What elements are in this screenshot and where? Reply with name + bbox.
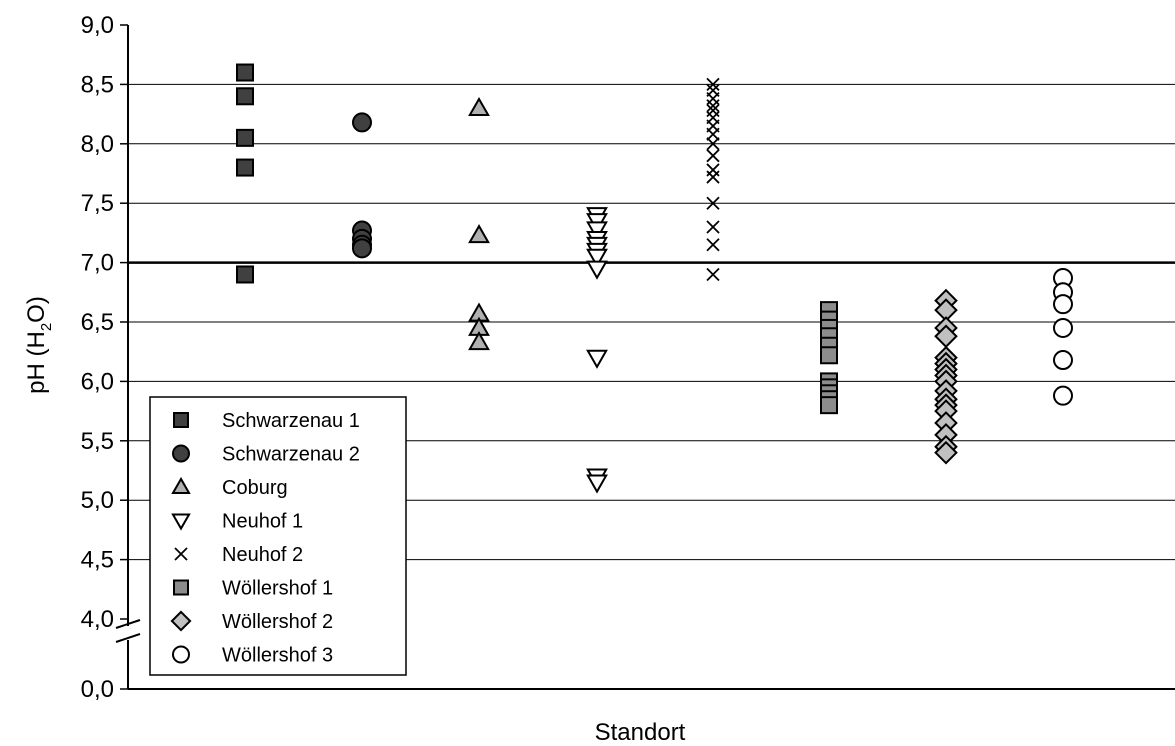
y-axis-label-subscript: 2 <box>38 323 55 331</box>
legend-marker <box>173 412 189 428</box>
data-point <box>236 158 254 177</box>
legend-marker <box>173 579 189 596</box>
data-point <box>468 224 490 244</box>
data-point <box>706 267 720 282</box>
y-tick-label: 4,5 <box>81 547 114 574</box>
y-tick-label: 0,0 <box>81 676 114 703</box>
x-axis-label: Standort <box>595 719 686 746</box>
data-point <box>706 149 720 163</box>
data-point <box>586 349 608 369</box>
legend-label: Wöllershof 1 <box>222 578 333 600</box>
series-4 <box>586 207 608 494</box>
y-tick-label: 6,0 <box>81 368 114 395</box>
y-tick-label: 7,0 <box>81 250 114 277</box>
data-point <box>706 220 720 234</box>
legend: Schwarzenau 1 Schwarzenau 2 Coburg Neuhof 1… <box>149 396 407 676</box>
data-point <box>1053 317 1073 338</box>
legend-marker <box>174 547 188 561</box>
data-point <box>706 127 720 141</box>
y-tick-label: 6,5 <box>81 309 114 336</box>
data-point <box>820 346 838 365</box>
y-axis-label-end: O) <box>23 296 50 323</box>
data-point <box>934 440 958 465</box>
axis-break-mark <box>115 633 141 643</box>
legend-label: Schwarzenau 2 <box>222 444 360 466</box>
y-tick-label: 8,5 <box>81 71 114 98</box>
y-tick-label: 5,0 <box>81 487 114 514</box>
legend-marker <box>171 476 191 495</box>
data-point <box>706 99 720 113</box>
legend-label: Coburg <box>222 477 288 499</box>
axes <box>115 25 1175 690</box>
legend-marker <box>172 645 190 664</box>
legend-label: Neuhof 2 <box>222 544 303 566</box>
y-tick-label: 5,5 <box>81 428 114 455</box>
data-point <box>706 77 720 92</box>
data-points <box>236 63 1073 494</box>
legend-marker <box>171 513 191 531</box>
data-point <box>468 96 490 117</box>
y-tick-label: 7,5 <box>81 190 114 217</box>
series-2 <box>352 112 372 259</box>
y-axis-label-main: pH (H <box>23 331 50 394</box>
data-point <box>1053 350 1073 371</box>
series-1 <box>236 63 254 284</box>
y-tick-label: 9,0 <box>81 12 114 39</box>
legend-label: Schwarzenau 1 <box>222 410 360 432</box>
data-point <box>236 265 254 284</box>
legend-label: Wöllershof 2 <box>222 611 333 633</box>
data-point <box>706 196 720 210</box>
data-point <box>586 474 608 494</box>
data-point <box>236 63 254 82</box>
legend-label: Wöllershof 3 <box>222 645 333 667</box>
series-3 <box>468 96 490 351</box>
series-6 <box>820 301 838 415</box>
y-tick-label: 8,0 <box>81 131 114 158</box>
axis-break-mark <box>115 619 141 629</box>
legend-marker <box>170 610 192 632</box>
data-point <box>352 112 372 133</box>
legend-marker <box>172 444 190 463</box>
data-point <box>586 260 608 280</box>
data-point <box>352 238 372 259</box>
series-5 <box>706 77 720 282</box>
data-point <box>820 396 838 415</box>
y-tick-label: 4,0 <box>81 606 114 633</box>
data-point <box>236 128 254 147</box>
data-point <box>706 137 720 151</box>
data-point <box>468 330 490 351</box>
data-point <box>236 87 254 106</box>
series-7 <box>934 288 958 465</box>
legend-label: Neuhof 1 <box>222 511 303 533</box>
data-point <box>706 170 720 184</box>
series-8 <box>1053 268 1073 406</box>
data-point <box>586 221 608 241</box>
legend-box <box>149 396 407 676</box>
data-point <box>1053 385 1073 406</box>
data-point <box>1053 294 1073 315</box>
data-point <box>586 248 608 268</box>
y-axis-ticks: 0,0 4,0 4,5 5,0 5,5 6,0 6,5 7,0 7,5 8,0 8,5 9,0 <box>81 12 128 703</box>
y-axis-label: pH (H2O) <box>23 296 55 394</box>
data-point <box>706 238 720 252</box>
